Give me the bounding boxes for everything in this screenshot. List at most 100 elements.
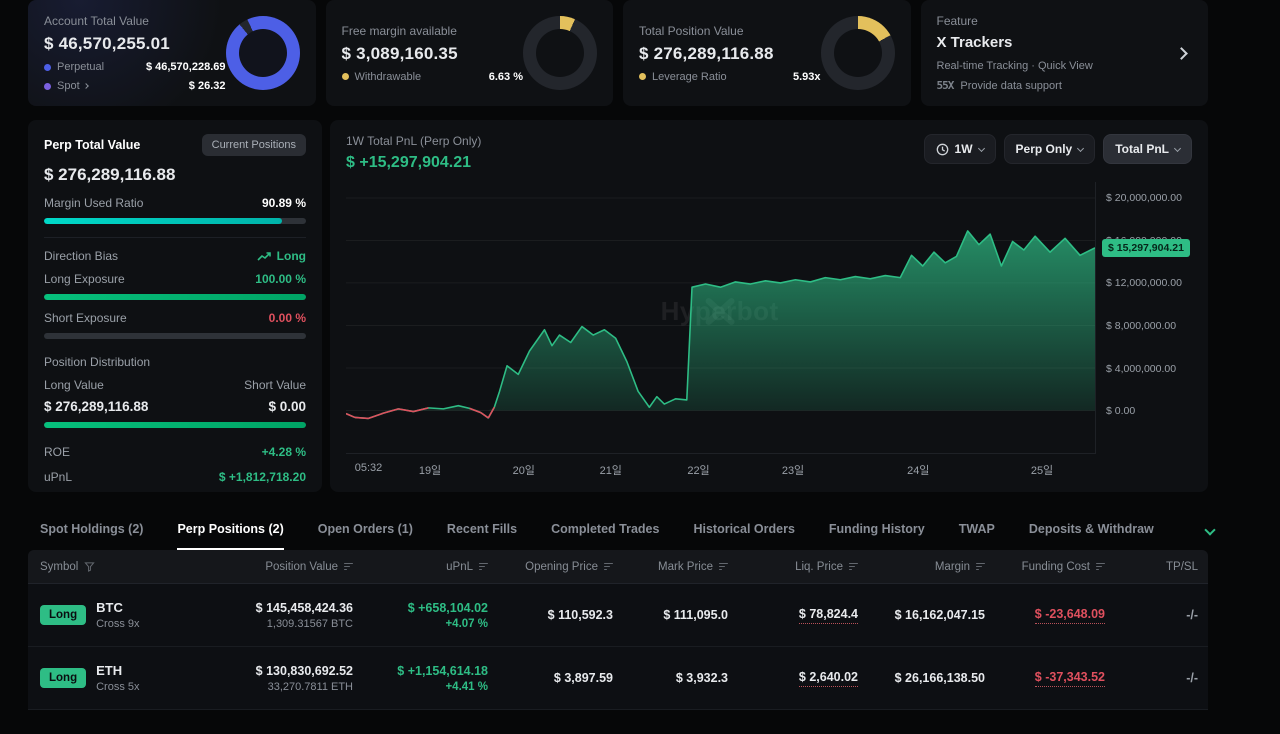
direction-bias-value: Long	[276, 249, 306, 263]
short-value-label: Short Value	[244, 378, 306, 392]
feature-label: Feature	[936, 14, 978, 28]
time-range-select[interactable]: 1W	[923, 134, 996, 164]
tpsl-value: -/-	[1186, 671, 1198, 685]
x-axis-label: 24일	[907, 465, 930, 477]
upnl-label: uPnL	[44, 470, 73, 484]
leverage: Cross 5x	[96, 681, 140, 693]
y-axis-label: $ 12,000,000.00	[1106, 277, 1182, 290]
feature-subtitle: Real-time Tracking · Quick View	[936, 60, 1093, 72]
account-donut-chart	[225, 16, 300, 90]
tab-open-orders[interactable]: Open Orders (1)	[317, 522, 413, 536]
short-exposure-value: 0.00 %	[268, 311, 306, 325]
perp-total-value: $ 276,289,116.88	[44, 165, 176, 184]
y-axis-label: $ 8,000,000.00	[1106, 320, 1177, 332]
free-margin-card: Free margin available $ 3,089,160.35 Wit…	[325, 0, 613, 106]
spot-dot-icon	[44, 82, 51, 90]
filter-icon[interactable]	[84, 561, 96, 572]
spot-link[interactable]: Spot	[57, 80, 89, 92]
metric-select[interactable]: Total PnL	[1103, 134, 1192, 164]
leverage-ratio-label: Leverage Ratio	[652, 70, 727, 83]
col-symbol[interactable]: Symbol	[28, 550, 178, 583]
upnl-pct: +4.41 %	[445, 680, 488, 693]
tab-recent-fills[interactable]: Recent Fills	[446, 522, 518, 536]
x-axis-label: 23일	[781, 465, 805, 477]
chevron-right-icon[interactable]	[1175, 46, 1188, 60]
long-exposure-label: Long Exposure	[44, 272, 125, 286]
y-axis-label: $ 20,000,000.00	[1106, 192, 1182, 204]
funding-cost[interactable]: $ -37,343.52	[1034, 670, 1105, 687]
tab-spot-holdings[interactable]: Spot Holdings (2)	[40, 522, 144, 536]
sort-icon	[344, 563, 353, 570]
perpetual-dot-icon	[44, 63, 51, 71]
total-position-label: Total Position Value	[639, 23, 744, 38]
direction-bias-label: Direction Bias	[44, 249, 119, 263]
scope-select[interactable]: Perp Only	[1003, 134, 1096, 164]
opening-price: $ 110,592.3	[547, 608, 613, 622]
sort-icon	[479, 563, 488, 570]
upnl-value: $ +1,154,614.18	[397, 663, 488, 678]
summary-cards-row: Account Total Value $ 46,570,255.01 Perp…	[28, 0, 1208, 106]
col-funding-cost[interactable]: Funding Cost	[995, 550, 1115, 583]
short-value: $ 0.00	[268, 399, 306, 414]
col-mark-price[interactable]: Mark Price	[623, 550, 738, 583]
sort-icon	[604, 563, 613, 570]
x-axis-label: 20일	[512, 465, 535, 477]
col-upnl[interactable]: uPnL	[363, 550, 498, 583]
col-position-value[interactable]: Position Value	[178, 550, 363, 583]
chevron-down-icon[interactable]	[1204, 524, 1216, 536]
table-row[interactable]: Long ETH Cross 5x $ 130,830,692.52 33,27…	[28, 647, 1208, 710]
table-header: Symbol Position Value uPnL Opening Price…	[28, 550, 1208, 584]
liq-price[interactable]: $ 78,824.4	[798, 607, 858, 624]
long-value: $ 276,289,116.88	[44, 399, 149, 414]
pnl-area-chart[interactable]: Hyperbot	[346, 182, 1096, 454]
upnl-value: $ +658,104.02	[407, 600, 488, 615]
col-opening-price[interactable]: Opening Price	[498, 550, 623, 583]
table-row[interactable]: Long BTC Cross 9x $ 145,458,424.36 1,309…	[28, 584, 1208, 647]
opening-price: $ 3,897.59	[553, 671, 613, 685]
spot-value: $ 26.32	[188, 80, 226, 92]
tab-completed-trades[interactable]: Completed Trades	[551, 522, 660, 536]
trend-up-icon	[257, 251, 271, 261]
x-axis-label: 25일	[1030, 465, 1054, 477]
tab-perp-total-value[interactable]: Perp Total Value	[44, 138, 141, 152]
position-size: 1,309.31567 BTC	[266, 617, 353, 630]
long-exposure-bar	[44, 294, 306, 300]
sort-icon	[976, 563, 985, 570]
tab-funding-history[interactable]: Funding History	[828, 522, 925, 536]
tpsl-value: -/-	[1186, 608, 1198, 622]
side-badge: Long	[40, 668, 87, 688]
chevron-down-icon	[1173, 144, 1182, 152]
x-axis-label: 05:32	[354, 462, 383, 474]
free-margin-label: Free margin available	[341, 23, 457, 38]
position-value: $ 145,458,424.36	[255, 600, 353, 615]
free-margin-value: $ 3,089,160.35	[341, 43, 458, 63]
feature-card[interactable]: Feature X Trackers Real-time Tracking · …	[920, 0, 1208, 106]
leverage: Cross 9x	[96, 618, 140, 630]
col-tpsl: TP/SL	[1166, 560, 1198, 573]
margin-value: $ 16,162,047.15	[894, 608, 985, 622]
tab-perp-positions[interactable]: Perp Positions (2)	[177, 522, 284, 550]
divider	[44, 237, 306, 238]
perp-summary-panel: Perp Total Value Current Positions $ 276…	[28, 120, 322, 492]
col-liq-price[interactable]: Liq. Price	[738, 550, 868, 583]
side-badge: Long	[40, 605, 87, 625]
tab-historical-orders[interactable]: Historical Orders	[693, 522, 795, 536]
account-total-value: $ 46,570,255.01	[44, 34, 170, 53]
mark-price: $ 3,932.3	[675, 671, 728, 685]
tab-twap[interactable]: TWAP	[958, 522, 995, 536]
position-value: $ 130,830,692.52	[255, 663, 353, 678]
x-axis-label: 21일	[599, 465, 622, 477]
bottom-tabs: Spot Holdings (2) Perp Positions (2) Ope…	[40, 522, 1216, 550]
sort-icon	[719, 563, 728, 570]
leverage-ratio-value: 5.93x	[792, 70, 821, 83]
y-axis-label: $ 0.00	[1106, 405, 1136, 418]
liq-price[interactable]: $ 2,640.02	[798, 670, 858, 687]
chevron-right-icon	[82, 83, 89, 89]
current-positions-button[interactable]: Current Positions	[201, 134, 306, 156]
margin-value: $ 26,166,138.50	[894, 671, 985, 685]
withdrawable-label: Withdrawable	[354, 70, 422, 83]
feature-support-text: Provide data support	[960, 79, 1062, 92]
col-margin[interactable]: Margin	[868, 550, 995, 583]
funding-cost[interactable]: $ -23,648.09	[1034, 607, 1105, 624]
tab-deposits-withdrawals[interactable]: Deposits & Withdraw	[1028, 522, 1154, 536]
